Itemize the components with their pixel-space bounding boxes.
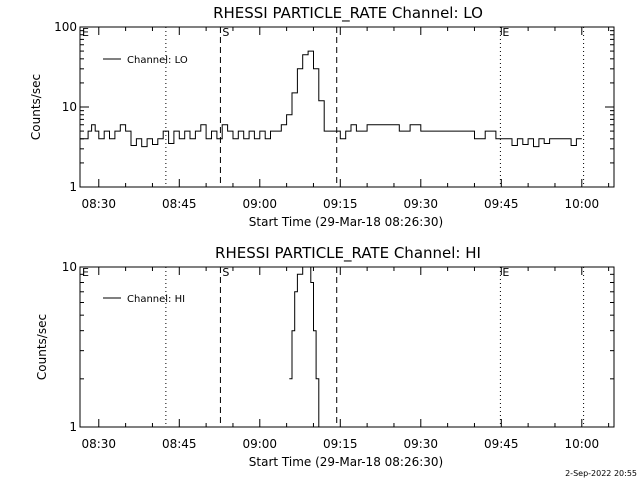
y-tick-label: 10 bbox=[62, 260, 77, 274]
plot-frame-hi bbox=[79, 266, 615, 428]
event-marker-label: E bbox=[502, 266, 509, 279]
series-line-lo bbox=[80, 50, 582, 148]
event-marker-label: E bbox=[502, 26, 509, 39]
x-tick-label: 09:15 bbox=[323, 437, 358, 451]
x-tick-label: 09:30 bbox=[403, 197, 438, 211]
legend-label-lo: Channel: LO bbox=[127, 55, 188, 66]
x-tick-label: 08:45 bbox=[162, 437, 197, 451]
x-tick-label: 08:30 bbox=[81, 197, 116, 211]
chart-title-hi: RHESSI PARTICLE_RATE Channel: HI bbox=[215, 244, 481, 263]
chart-panel-lo: RHESSI PARTICLE_RATE Channel: LO E S E 1 10… bbox=[29, 4, 615, 229]
x-tick-label: 08:30 bbox=[81, 437, 116, 451]
chart-title-lo: RHESSI PARTICLE_RATE Channel: LO bbox=[213, 4, 483, 23]
event-marker-label: E bbox=[82, 26, 89, 39]
y-tick-label: 10 bbox=[62, 100, 77, 114]
x-tick-label: 10:00 bbox=[565, 197, 600, 211]
chart-panel-hi: RHESSI PARTICLE_RATE Channel: HI E S E 1 10… bbox=[35, 244, 615, 469]
x-tick-label: 09:15 bbox=[323, 197, 358, 211]
legend-lo: Channel: LO bbox=[103, 55, 188, 66]
x-axis-label-hi: Start Time (29-Mar-18 08:26:30) bbox=[249, 455, 443, 469]
y-tick-label: 1 bbox=[69, 180, 77, 194]
event-marker-label: S bbox=[222, 266, 229, 279]
event-marker-label: E bbox=[82, 266, 89, 279]
x-tick-label: 09:30 bbox=[403, 437, 438, 451]
legend-hi: Channel: HI bbox=[103, 294, 185, 305]
y-axis-lo: 1 10 100 bbox=[54, 20, 614, 194]
x-axis-label-lo: Start Time (29-Mar-18 08:26:30) bbox=[249, 215, 443, 229]
legend-label-hi: Channel: HI bbox=[127, 294, 185, 305]
series-line-hi bbox=[289, 266, 320, 427]
y-axis-label-hi: Counts/sec bbox=[35, 314, 49, 380]
x-tick-label: 09:00 bbox=[242, 437, 277, 451]
x-axis-lo: 08:30 08:45 09:00 09:15 09:30 09:45 10:00 bbox=[81, 27, 610, 211]
footer-timestamp: 2-Sep-2022 20:55 bbox=[565, 469, 637, 478]
y-axis-label-lo: Counts/sec bbox=[29, 74, 43, 140]
x-tick-label: 10:00 bbox=[565, 437, 600, 451]
x-tick-label: 09:45 bbox=[484, 437, 519, 451]
x-tick-label: 09:00 bbox=[242, 197, 277, 211]
y-tick-label: 1 bbox=[69, 420, 77, 434]
event-marker-label: S bbox=[222, 26, 229, 39]
x-axis-hi: 08:30 08:45 09:00 09:15 09:30 09:45 10:00 bbox=[81, 267, 610, 451]
x-tick-label: 08:45 bbox=[162, 197, 197, 211]
plot-frame-lo bbox=[79, 26, 615, 188]
x-tick-label: 09:45 bbox=[484, 197, 519, 211]
y-axis-hi: 1 10 bbox=[62, 260, 614, 434]
y-tick-label: 100 bbox=[54, 20, 77, 34]
